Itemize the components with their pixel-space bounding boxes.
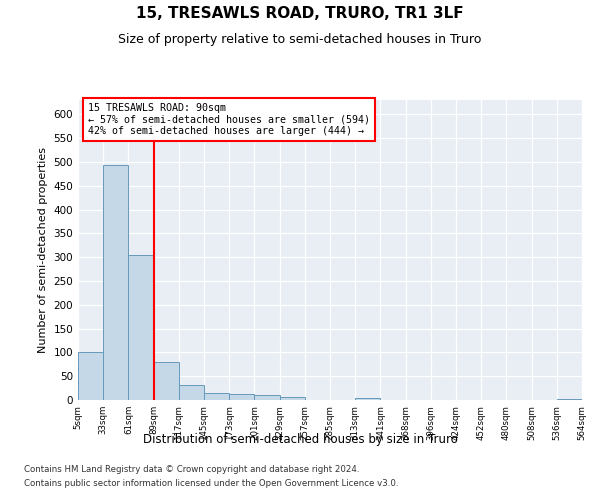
Bar — [254, 395, 280, 400]
Text: Contains HM Land Registry data © Crown copyright and database right 2024.: Contains HM Land Registry data © Crown c… — [24, 466, 359, 474]
Text: 15 TRESAWLS ROAD: 90sqm
← 57% of semi-detached houses are smaller (594)
42% of s: 15 TRESAWLS ROAD: 90sqm ← 57% of semi-de… — [88, 103, 370, 136]
Text: Contains public sector information licensed under the Open Government Licence v3: Contains public sector information licen… — [24, 479, 398, 488]
Bar — [204, 393, 229, 400]
Bar — [103, 165, 128, 400]
Bar — [78, 352, 103, 400]
Bar — [229, 394, 254, 400]
Bar — [557, 399, 582, 400]
Bar — [154, 362, 179, 400]
Bar — [280, 397, 305, 400]
Y-axis label: Number of semi-detached properties: Number of semi-detached properties — [38, 147, 48, 353]
Bar — [179, 385, 204, 400]
Text: 15, TRESAWLS ROAD, TRURO, TR1 3LF: 15, TRESAWLS ROAD, TRURO, TR1 3LF — [136, 6, 464, 20]
Bar — [355, 398, 380, 400]
Text: Distribution of semi-detached houses by size in Truro: Distribution of semi-detached houses by … — [143, 432, 457, 446]
Text: Size of property relative to semi-detached houses in Truro: Size of property relative to semi-detach… — [118, 32, 482, 46]
Bar — [128, 255, 154, 400]
